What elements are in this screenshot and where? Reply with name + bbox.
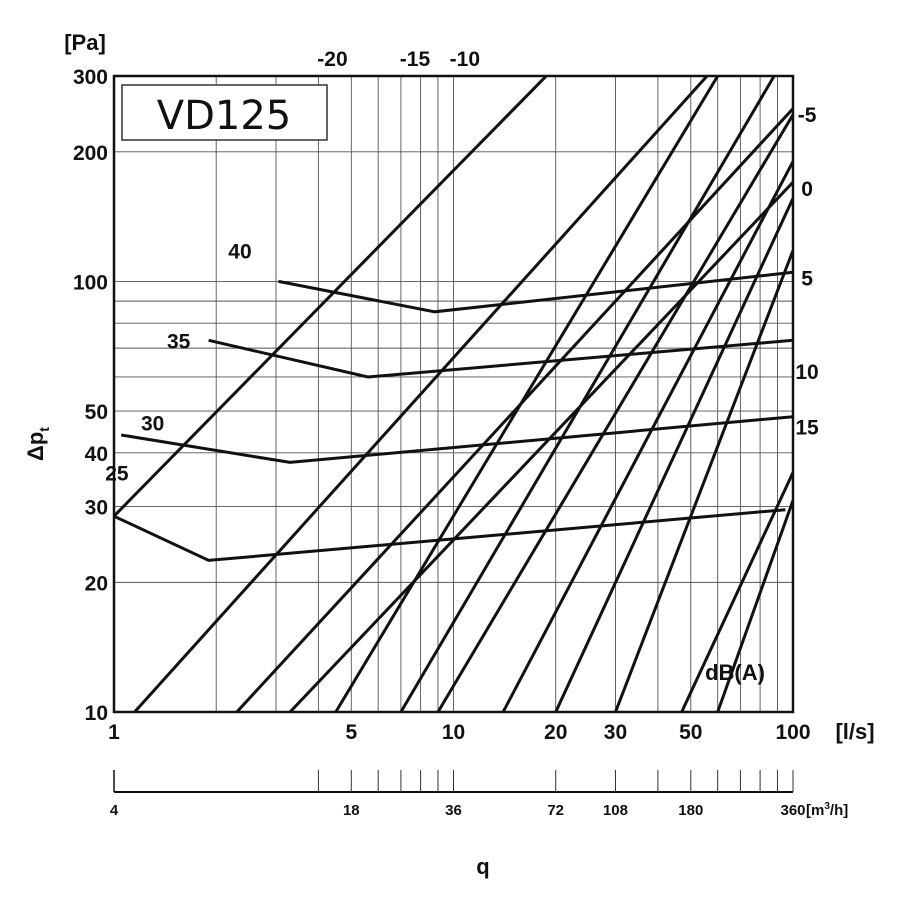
secondary-axis-ticks: 4 18 36 72 108 180 360 bbox=[110, 770, 806, 819]
x-unit-label: [l/s] bbox=[835, 719, 874, 744]
secondary-tick-label: 180 bbox=[678, 802, 703, 819]
plot-frame bbox=[112, 74, 795, 714]
y-tick-label: 40 bbox=[85, 443, 108, 466]
sound-line-30 bbox=[235, 107, 793, 712]
sound-line-label: 5 bbox=[801, 268, 813, 291]
secondary-tick-label: 36 bbox=[445, 802, 462, 819]
y-tick-label: 200 bbox=[73, 142, 108, 165]
x-tick-label: 1 bbox=[108, 721, 120, 744]
secondary-tick-label: 72 bbox=[547, 802, 564, 819]
title-frame bbox=[121, 84, 328, 141]
sound-line-label: 35 bbox=[167, 330, 191, 353]
sound-line-0 bbox=[554, 197, 793, 712]
y-tick-label: 10 bbox=[85, 702, 108, 725]
series-layer bbox=[114, 76, 793, 712]
x-tick-label: 20 bbox=[544, 721, 567, 744]
sound-line-35 bbox=[133, 76, 710, 712]
sound-line-label: 30 bbox=[141, 413, 164, 436]
secondary-x-axis: 4 18 36 72 108 180 360 [m3/h] bbox=[110, 770, 848, 819]
x-tick-label: 100 bbox=[775, 721, 810, 744]
x-tick-label: 10 bbox=[442, 721, 465, 744]
chart-title: VD125 bbox=[157, 93, 292, 139]
y-tick-label: 100 bbox=[73, 271, 108, 294]
svg-text:Δpt: Δpt bbox=[23, 427, 52, 461]
sound-unit-label: dB(A) bbox=[705, 660, 765, 685]
sound-line-20 bbox=[334, 76, 719, 712]
sound-line-40 bbox=[114, 76, 549, 518]
secondary-tick-label: 18 bbox=[343, 802, 360, 819]
sound-line-5 bbox=[501, 160, 793, 712]
x-tick-label: 30 bbox=[604, 721, 627, 744]
sound-line-label: 0 bbox=[801, 178, 813, 201]
y-tick-label: 30 bbox=[85, 497, 108, 520]
sound-line-label: -20 bbox=[317, 48, 347, 71]
sound-line-label: 25 bbox=[105, 462, 129, 485]
secondary-unit-main: [m bbox=[806, 802, 824, 819]
sound-line-label: -10 bbox=[450, 48, 480, 71]
secondary-tick-label: 360 bbox=[780, 802, 805, 819]
y-unit-label: [Pa] bbox=[64, 30, 106, 55]
y-tick-label: 20 bbox=[85, 572, 108, 595]
damper-curve-2 bbox=[208, 338, 793, 379]
label-layer: 1 5 10 20 30 50 100102030405010020030040353025… bbox=[73, 48, 819, 744]
sound-line--10 bbox=[680, 471, 793, 712]
sound-line-25 bbox=[288, 181, 793, 712]
y-tick-label: 50 bbox=[85, 401, 108, 424]
secondary-tick-label: 108 bbox=[603, 802, 628, 819]
grid-layer bbox=[114, 76, 793, 712]
sound-line--15 bbox=[716, 499, 793, 712]
damper-curve-3 bbox=[120, 415, 793, 464]
secondary-axis-unit: [m3/h] bbox=[806, 801, 848, 819]
x-axis-title: q bbox=[476, 854, 489, 879]
sound-line-label: 15 bbox=[795, 417, 819, 440]
sound-line--5 bbox=[614, 249, 793, 712]
secondary-unit-end: /h] bbox=[830, 802, 848, 819]
sound-line-15 bbox=[399, 76, 776, 712]
sound-line-10 bbox=[436, 113, 793, 712]
y-axis-title-main: Δp bbox=[23, 432, 48, 461]
y-axis-title: Δpt bbox=[23, 427, 52, 461]
x-tick-label: 50 bbox=[679, 721, 702, 744]
secondary-tick-label: 4 bbox=[110, 802, 119, 819]
sound-line-label: -5 bbox=[798, 104, 817, 127]
sound-line-label: 40 bbox=[228, 240, 251, 263]
y-axis-title-sub: t bbox=[36, 427, 52, 432]
secondary-unit-sup: 3 bbox=[824, 801, 830, 812]
damper-curve-4 bbox=[114, 508, 786, 562]
y-tick-label: 300 bbox=[73, 66, 108, 89]
x-tick-label: 5 bbox=[345, 721, 357, 744]
sound-line-label: 10 bbox=[795, 361, 818, 384]
sound-line-label: -15 bbox=[400, 48, 431, 71]
title-box: VD125 bbox=[121, 84, 328, 141]
damper-curve-1 bbox=[278, 270, 793, 314]
